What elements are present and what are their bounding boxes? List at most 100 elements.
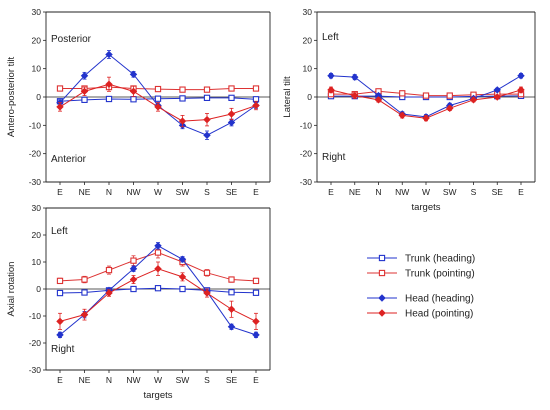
x-tick-label: SE	[226, 187, 238, 197]
data-point	[227, 323, 236, 331]
data-point	[154, 95, 162, 102]
x-tick-label: NE	[79, 375, 91, 385]
x-tick-label: N	[106, 375, 112, 385]
data-point	[517, 72, 525, 80]
data-point	[493, 93, 501, 101]
x-tick-label: E	[253, 375, 259, 385]
data-point	[228, 94, 235, 101]
y-tick-label: 10	[32, 257, 42, 267]
data-point	[203, 115, 211, 124]
series-head-pointing	[327, 86, 525, 122]
data-point	[80, 72, 89, 80]
data-point	[81, 289, 88, 296]
data-point	[105, 80, 113, 88]
y-axis-title: Axial rotation	[6, 262, 17, 317]
x-tick-label: E	[518, 187, 524, 197]
x-tick-label: S	[204, 375, 210, 385]
data-point	[351, 91, 359, 100]
data-point	[56, 103, 64, 111]
panel-axial-rotation: -30 -20 -10 0 10 20 30 E NE N NW W SW S SE E Axial rotat…	[6, 203, 271, 401]
legend: Trunk (heading) Trunk (pointing) Head (hea…	[367, 254, 475, 320]
data-point	[105, 266, 113, 274]
x-tick-label: SW	[176, 187, 190, 197]
data-point	[129, 87, 138, 96]
data-point	[252, 277, 260, 285]
y-tick-label: -30	[29, 177, 42, 187]
y-tick-label: -20	[29, 149, 42, 159]
y-tick-label: 10	[32, 64, 42, 74]
x-tick-label: E	[57, 375, 63, 385]
x-tick-label: NW	[395, 187, 409, 197]
data-point	[398, 111, 406, 120]
data-point	[493, 86, 501, 94]
data-point	[351, 73, 359, 81]
x-tick-label: SW	[176, 375, 190, 385]
data-point	[469, 96, 478, 104]
data-point	[105, 289, 113, 297]
x-axis-title: targets	[411, 202, 440, 213]
data-point	[228, 85, 235, 92]
x-tick-label: N	[375, 187, 381, 197]
y-tick-label: -20	[29, 338, 42, 348]
annotation-top: Left	[51, 226, 68, 237]
x-tick-label: SE	[492, 187, 504, 197]
data-point	[227, 118, 236, 127]
x-tick-label: E	[57, 187, 63, 197]
y-tick-label: -20	[300, 149, 313, 159]
data-point	[252, 317, 260, 326]
data-point	[178, 273, 187, 281]
x-tick-label: S	[471, 187, 477, 197]
x-tick-label: NW	[126, 375, 140, 385]
panel-antero-posterior-tilt: -30 -20 -10 0 10 20 30 E NE N NW W SW S SE E Antero-post…	[6, 7, 271, 197]
legend-item-trunk-pointing: Trunk (pointing)	[367, 269, 475, 280]
data-point	[327, 72, 335, 80]
data-point	[56, 289, 64, 297]
y-tick-label: 20	[32, 35, 42, 45]
annotation-bottom: Right	[322, 152, 346, 163]
data-point	[227, 305, 236, 313]
panel-lateral-tilt: -30 -20 -10 0 10 20 30 E NE N NW W SW S SE E Lateral til…	[282, 7, 536, 213]
legend-item-head-heading: Head (heading)	[367, 294, 474, 305]
data-point	[129, 265, 138, 273]
series-line	[59, 268, 257, 322]
data-point	[154, 249, 162, 256]
data-point	[227, 110, 236, 118]
y-tick-label: -10	[29, 311, 42, 321]
legend-label: Trunk (pointing)	[405, 269, 475, 280]
x-axis-title: targets	[143, 390, 172, 401]
x-tick-label: E	[253, 187, 259, 197]
y-tick-label: 20	[32, 230, 42, 240]
y-tick-label: -30	[29, 365, 42, 375]
annotation-top: Posterior	[51, 34, 92, 45]
data-point	[56, 317, 64, 326]
data-point	[178, 255, 187, 264]
series-line	[59, 53, 257, 136]
data-point	[154, 265, 162, 273]
y-tick-label: 10	[303, 64, 313, 74]
data-point	[80, 87, 89, 96]
data-point	[228, 276, 235, 283]
data-point	[327, 86, 335, 94]
data-point	[105, 50, 113, 59]
y-tick-label: 30	[303, 7, 313, 17]
x-tick-label: NE	[349, 187, 361, 197]
data-point	[129, 275, 138, 284]
data-point	[154, 285, 162, 292]
x-tick-label: W	[154, 375, 162, 385]
y-tick-label: 0	[36, 92, 41, 102]
data-point	[130, 96, 137, 103]
y-tick-label: 0	[36, 284, 41, 294]
x-tick-label: E	[328, 187, 334, 197]
data-point	[130, 285, 137, 293]
data-point	[81, 96, 88, 103]
data-point	[228, 289, 235, 296]
data-point	[56, 331, 64, 339]
x-tick-label: SE	[226, 375, 238, 385]
data-point	[105, 95, 113, 103]
data-point	[179, 285, 186, 293]
data-point	[374, 96, 383, 104]
y-tick-label: 20	[303, 35, 313, 45]
data-point	[80, 310, 89, 319]
y-tick-label: -10	[29, 120, 42, 130]
x-tick-label: NE	[79, 187, 91, 197]
